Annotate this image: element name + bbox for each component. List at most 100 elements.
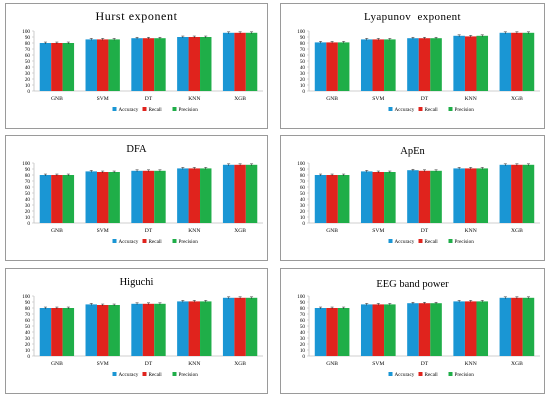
legend-swatch-precision	[172, 372, 177, 376]
y-tick-label: 80	[300, 173, 306, 179]
y-tick-label: 0	[27, 89, 30, 95]
y-tick-label: 60	[300, 185, 306, 191]
bar-recall	[51, 308, 63, 356]
bar-precision	[476, 301, 489, 356]
bar-recall	[51, 43, 63, 91]
bar-accuracy	[407, 303, 419, 356]
x-tick-label: KNN	[188, 361, 200, 367]
x-tick-label: GNB	[51, 96, 63, 102]
legend-label: Precision	[455, 107, 475, 113]
legend-swatch-recall	[418, 372, 423, 376]
x-tick-label: DT	[421, 361, 429, 367]
bar-recall	[372, 39, 385, 91]
y-tick-label: 70	[300, 179, 306, 185]
y-tick-label: 70	[25, 179, 31, 185]
y-tick-label: 50	[25, 59, 31, 65]
bar-recall	[326, 175, 338, 223]
legend-swatch-recall	[142, 372, 147, 376]
x-tick-label: SVM	[372, 96, 384, 102]
bar-accuracy	[131, 303, 143, 356]
x-tick-label: DT	[421, 228, 429, 234]
y-tick-label: 40	[25, 330, 31, 336]
legend-swatch-precision	[448, 239, 453, 243]
y-tick-label: 80	[25, 41, 31, 47]
x-tick-label: KNN	[465, 361, 477, 367]
y-tick-label: 30	[25, 336, 31, 342]
bar-precision	[476, 168, 489, 223]
x-tick-label: KNN	[188, 228, 200, 234]
bar-recall	[326, 42, 338, 91]
y-tick-label: 20	[300, 77, 306, 83]
legend-label: Precision	[179, 107, 199, 113]
bar-accuracy	[453, 301, 465, 356]
bar-recall	[142, 38, 155, 91]
bar-precision	[430, 170, 442, 223]
legend-label: Recall	[149, 107, 163, 113]
legend-label: Precision	[179, 239, 199, 245]
chart-panel-dfa: DFA 0 10 20 30 40 50 60 70 80 90 100 GNB SVM DT KNN XGB…	[5, 135, 268, 261]
y-tick-label: 60	[300, 318, 306, 324]
bar-accuracy	[222, 164, 235, 223]
chart-title: ApEn	[400, 146, 425, 157]
x-tick-label: XGB	[511, 361, 523, 367]
chart-title: Higuchi	[119, 277, 154, 288]
bar-accuracy	[499, 297, 512, 356]
y-tick-label: 100	[22, 294, 30, 300]
y-tick-label: 40	[300, 330, 306, 336]
legend-swatch-accuracy	[112, 107, 117, 111]
bar-accuracy	[453, 35, 465, 91]
bar-precision	[108, 305, 120, 356]
bar-recall	[234, 297, 246, 356]
x-tick-label: KNN	[465, 228, 477, 234]
bar-precision	[200, 301, 212, 356]
bar-recall	[51, 175, 63, 223]
bar-precision	[154, 170, 166, 223]
y-tick-label: 40	[25, 65, 31, 71]
bar-recall	[142, 303, 155, 356]
legend-label: Recall	[149, 239, 163, 245]
y-tick-label: 60	[300, 53, 306, 59]
legend-swatch-precision	[172, 239, 177, 243]
y-tick-label: 80	[300, 306, 306, 312]
bar-accuracy	[85, 304, 97, 356]
bar-accuracy	[453, 168, 465, 223]
bar-accuracy	[314, 175, 327, 223]
bar-accuracy	[85, 39, 97, 91]
y-tick-label: 40	[300, 65, 306, 71]
legend-swatch-recall	[142, 239, 147, 243]
x-tick-label: XGB	[234, 96, 246, 102]
y-tick-label: 30	[300, 203, 306, 209]
bar-recall	[418, 170, 431, 223]
legend-label: Precision	[455, 239, 475, 245]
bar-recall	[234, 32, 246, 91]
y-tick-label: 0	[27, 354, 30, 360]
bar-recall	[188, 37, 201, 91]
bar-precision	[337, 175, 350, 223]
bar-accuracy	[360, 304, 373, 356]
bar-recall	[511, 297, 523, 356]
y-tick-label: 0	[302, 89, 305, 95]
bar-recall	[142, 170, 155, 223]
legend-label: Recall	[425, 239, 439, 245]
y-tick-label: 20	[300, 342, 306, 348]
legend-swatch-accuracy	[112, 239, 117, 243]
legend-swatch-precision	[172, 107, 177, 111]
bar-precision	[476, 35, 489, 91]
y-tick-label: 10	[300, 348, 306, 354]
bar-accuracy	[314, 42, 327, 91]
bar-precision	[384, 172, 396, 223]
x-tick-label: DT	[421, 96, 429, 102]
x-tick-label: SVM	[97, 361, 109, 367]
y-tick-label: 50	[300, 324, 306, 330]
x-tick-label: SVM	[372, 228, 384, 234]
y-tick-label: 0	[302, 221, 305, 227]
bar-accuracy	[360, 39, 373, 91]
y-tick-label: 20	[25, 77, 31, 83]
y-tick-label: 30	[300, 71, 306, 77]
legend-swatch-accuracy	[388, 107, 393, 111]
bar-recall	[188, 301, 201, 356]
bar-precision	[154, 38, 166, 91]
y-tick-label: 20	[25, 209, 31, 215]
